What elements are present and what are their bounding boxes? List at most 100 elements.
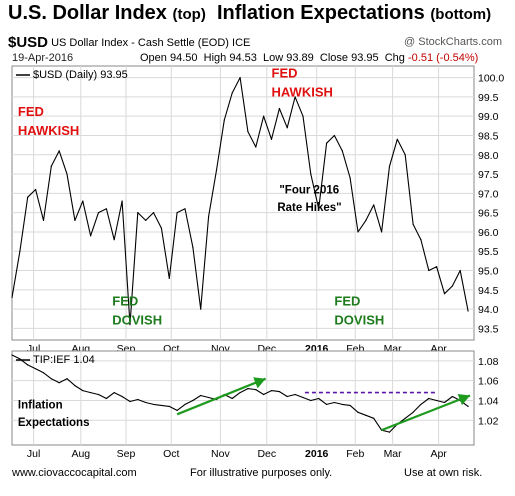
data-point-1-50 — [404, 417, 406, 419]
ohlc-values: Open 94.50 High 94.53 Low 93.89 Close 93… — [140, 52, 478, 64]
data-point-1-34 — [278, 390, 280, 393]
data-point-1-55 — [443, 401, 446, 404]
y-tick-label-0-13: 100.0 — [478, 73, 504, 85]
title-small-1: (top) — [172, 6, 206, 23]
data-point-0-8 — [74, 219, 76, 221]
data-point-0-48 — [388, 165, 391, 167]
data-point-1-0 — [11, 354, 13, 356]
data-point-0-58 — [467, 310, 469, 312]
data-point-1-44 — [357, 411, 359, 413]
data-point-0-42 — [341, 150, 343, 152]
data-point-1-16 — [137, 398, 139, 401]
y-tick-label-0-9: 98.0 — [478, 150, 499, 162]
y-tick-label-0-4: 95.5 — [478, 246, 499, 258]
data-point-1-54 — [436, 399, 438, 402]
data-point-0-30 — [247, 131, 249, 133]
annotation-0-3: FED DOVISH — [334, 293, 384, 327]
data-point-0-43 — [349, 177, 351, 179]
data-point-0-17 — [145, 219, 147, 221]
data-point-1-21 — [176, 409, 178, 411]
x-tick-label-1-1: Aug — [71, 448, 90, 460]
data-point-0-11 — [97, 212, 100, 214]
data-point-0-6 — [58, 150, 60, 152]
data-point-0-57 — [459, 269, 461, 272]
data-point-1-19 — [160, 404, 163, 407]
chg-label: Chg — [384, 52, 405, 64]
data-point-0-29 — [239, 76, 241, 79]
data-point-1-4 — [42, 372, 45, 374]
data-point-1-28 — [231, 397, 233, 400]
data-point-1-2 — [27, 364, 29, 366]
x-tick-label-1-3: Oct — [163, 448, 179, 460]
data-point-1-42 — [341, 403, 343, 406]
y-tick-label-0-3: 95.0 — [478, 266, 499, 278]
data-point-1-39 — [318, 397, 320, 400]
data-point-0-12 — [105, 208, 107, 210]
data-point-0-20 — [168, 277, 170, 279]
close-label: Close — [319, 52, 349, 64]
y-tick-label-0-11: 99.0 — [478, 111, 499, 123]
x-tick-label-1-7: Feb — [346, 448, 364, 460]
source-label: @ StockCharts.com — [404, 36, 502, 48]
data-point-0-36 — [294, 96, 296, 98]
data-point-1-53 — [428, 397, 430, 400]
title-main-2: Inflation Expectations — [216, 2, 425, 24]
y-tick-label-0-6: 96.5 — [478, 208, 499, 220]
data-point-0-15 — [129, 323, 131, 326]
annotation-0-4: "Four 2016 Rate Hikes" — [277, 184, 341, 214]
data-point-0-28 — [231, 92, 233, 94]
data-point-1-12 — [105, 397, 107, 400]
data-point-1-58 — [467, 405, 469, 408]
data-point-1-25 — [207, 396, 210, 399]
data-point-1-5 — [50, 378, 52, 380]
data-point-1-10 — [90, 391, 92, 394]
title-main-1: U.S. Dollar Index — [8, 2, 167, 24]
data-point-0-13 — [113, 239, 115, 241]
y-tick-label-1-2: 1.06 — [478, 376, 499, 388]
data-point-0-5 — [50, 165, 52, 167]
data-point-0-34 — [278, 107, 280, 110]
y-tick-label-0-2: 94.5 — [478, 285, 499, 297]
data-point-1-17 — [145, 401, 147, 404]
data-point-1-22 — [184, 403, 186, 406]
page-title: U.S. Dollar Index (top) Inflation Expect… — [8, 2, 491, 25]
data-point-0-56 — [451, 285, 453, 287]
open-value: 94.50 — [169, 52, 198, 64]
data-point-1-35 — [286, 395, 288, 398]
close-value: 93.95 — [351, 52, 379, 64]
data-point-1-36 — [294, 393, 296, 396]
data-point-0-55 — [443, 293, 446, 295]
data-point-0-18 — [152, 212, 155, 214]
data-point-1-23 — [192, 399, 194, 402]
x-tick-label-1-4: Nov — [211, 448, 230, 460]
data-point-0-33 — [270, 138, 273, 140]
data-point-1-30 — [247, 388, 249, 390]
x-tick-label-1-6: 2016 — [305, 448, 329, 460]
data-point-0-47 — [381, 231, 383, 233]
data-point-1-14 — [121, 395, 123, 398]
x-tick-label-1-5: Dec — [257, 448, 276, 460]
data-point-0-3 — [34, 188, 37, 191]
annotation-0-2: FED DOVISH — [112, 293, 162, 327]
data-point-0-39 — [318, 208, 320, 210]
data-point-0-41 — [333, 134, 336, 137]
chg-value: -0.51 (-0.54%) — [407, 52, 479, 64]
data-point-0-35 — [286, 127, 288, 129]
data-point-1-38 — [310, 399, 312, 402]
data-point-1-9 — [82, 389, 84, 392]
panel-frame-1 — [11, 350, 475, 446]
data-point-1-13 — [113, 391, 115, 394]
footer-right: Use at own risk. — [404, 467, 483, 479]
trend-arrow-2-shaft — [381, 394, 471, 432]
data-point-0-24 — [200, 308, 202, 310]
data-point-0-51 — [412, 223, 414, 225]
data-point-0-52 — [420, 239, 422, 241]
legend-label-1: TIP:IEF 1.04 — [33, 354, 95, 366]
data-point-0-45 — [365, 219, 367, 221]
data-point-0-46 — [373, 204, 375, 206]
data-point-1-41 — [333, 401, 336, 404]
x-tick-label-1-8: Mar — [384, 448, 403, 460]
data-point-0-0 — [11, 296, 13, 299]
data-point-1-37 — [302, 396, 304, 399]
trend-arrow-2-head — [457, 393, 471, 406]
